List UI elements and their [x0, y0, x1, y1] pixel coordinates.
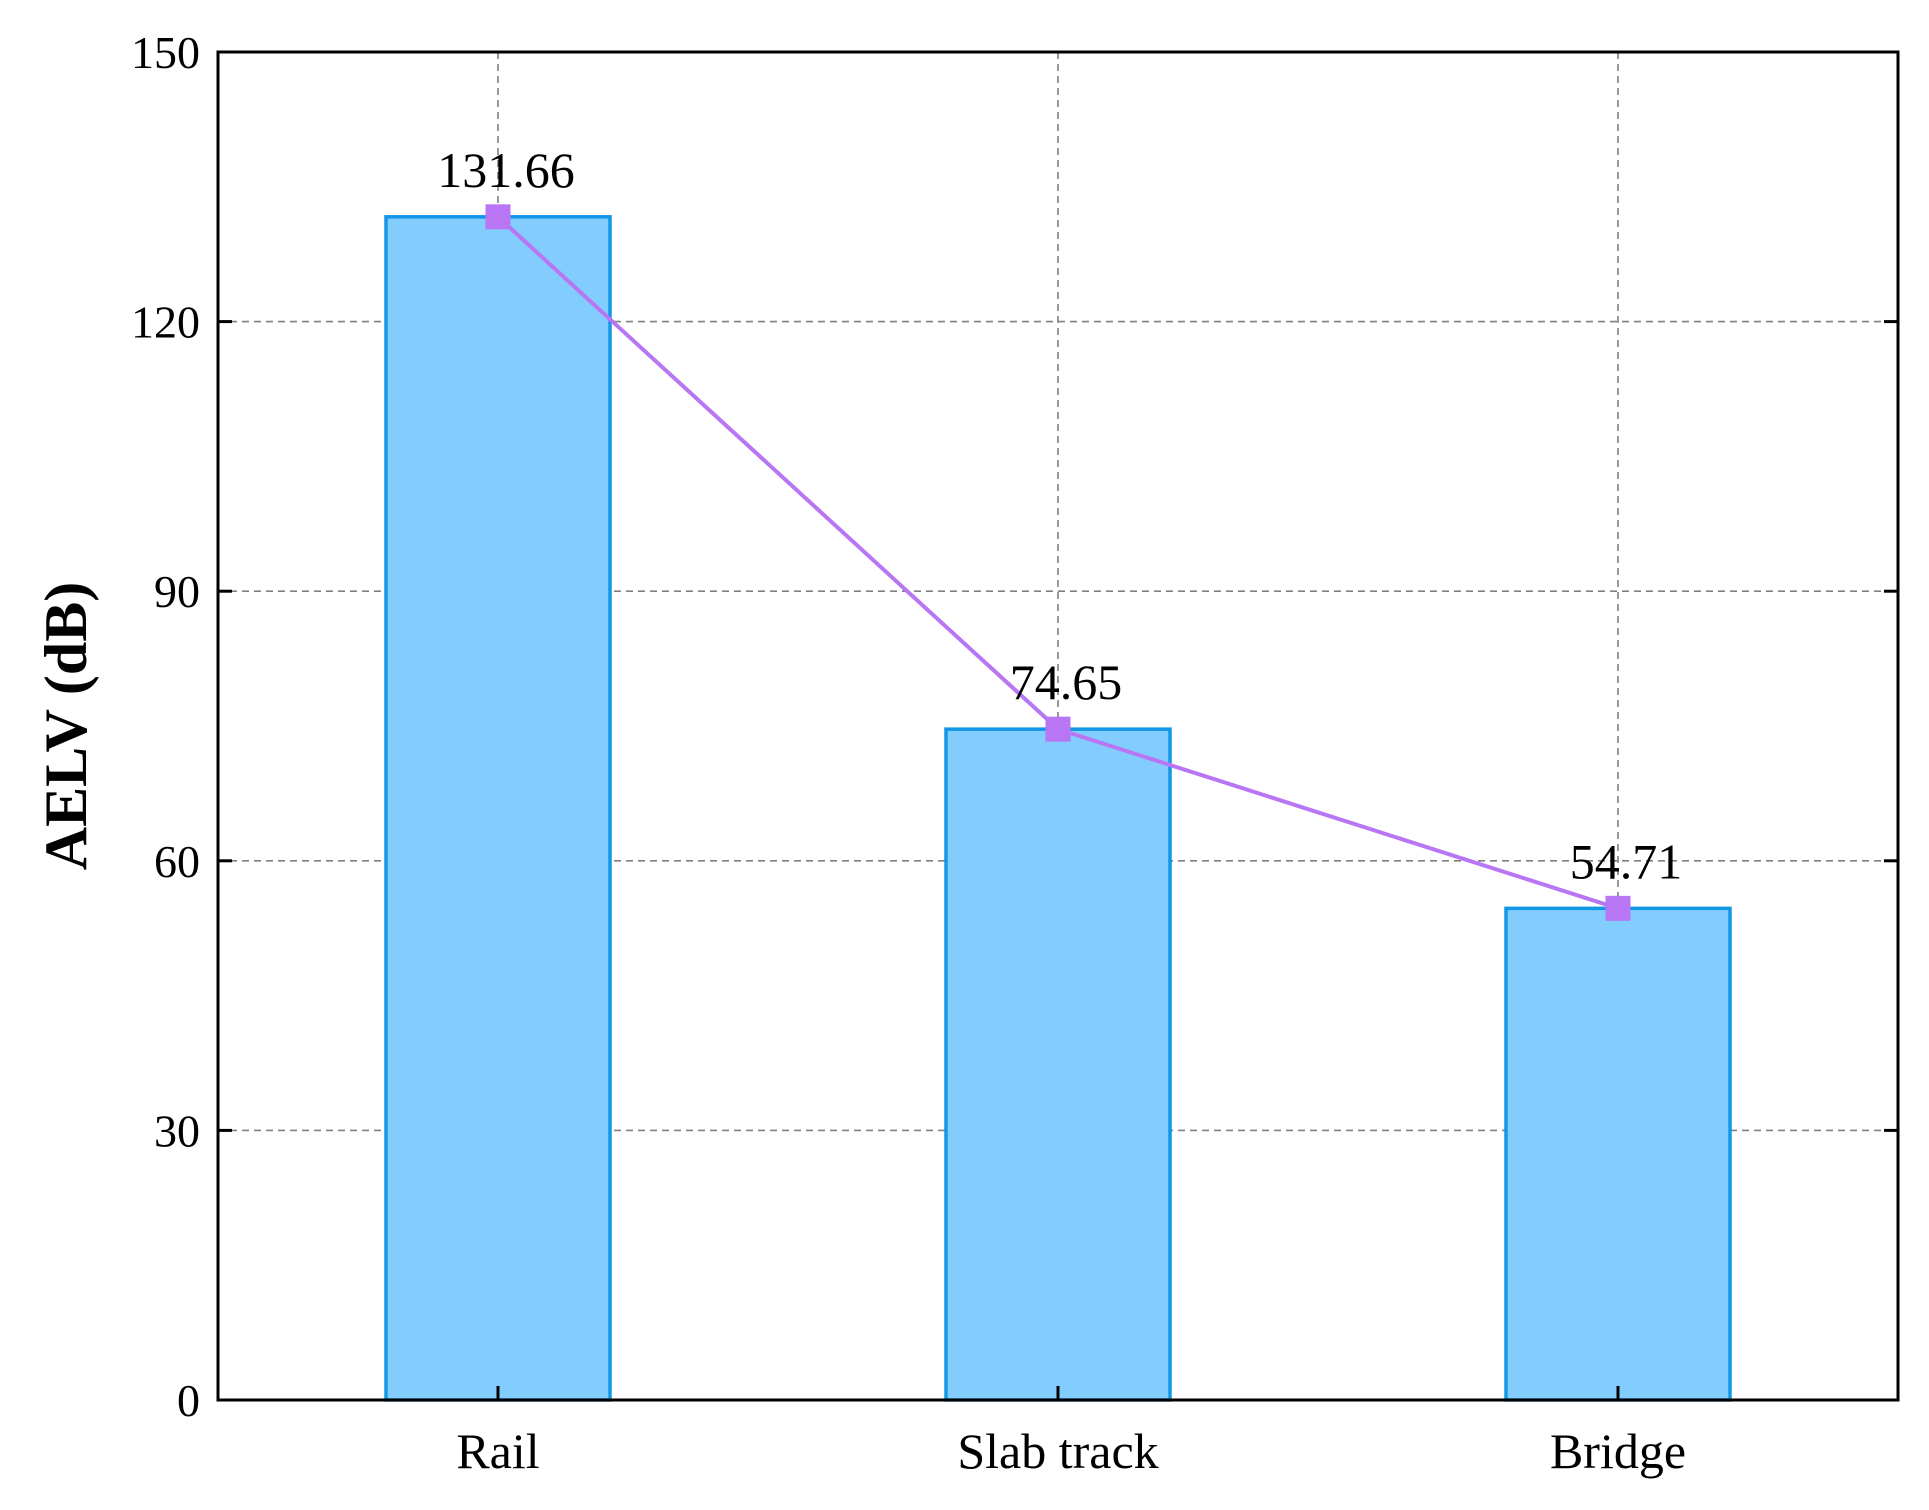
bar-slab-track: [944, 727, 1172, 1402]
marker-2: [1605, 895, 1631, 921]
x-category-label: Bridge: [1550, 1423, 1686, 1479]
trend-line: [485, 204, 1631, 921]
labels: 0 30 60 90 120 150 Rail Slab track Bridge 131.66 7…: [131, 27, 1686, 1479]
bar-rail: [384, 215, 612, 1402]
y-tick-label: 30: [154, 1105, 200, 1156]
y-axis-label: AELV (dB): [33, 582, 99, 870]
bar-bridge: [1504, 906, 1732, 1402]
y-tick-label: 0: [177, 1375, 200, 1426]
marker-1: [1045, 716, 1071, 742]
y-tick-label: 90: [154, 566, 200, 617]
axis-ticks: [218, 50, 1898, 1402]
y-tick-label: 60: [154, 836, 200, 887]
marker-0: [485, 204, 511, 230]
x-category-label: Slab track: [957, 1423, 1158, 1479]
data-label: 74.65: [1010, 654, 1123, 710]
y-tick-label: 120: [131, 297, 200, 348]
bars: [384, 215, 1732, 1402]
data-label: 131.66: [437, 142, 575, 198]
data-label: 54.71: [1570, 833, 1683, 889]
x-category-label: Rail: [456, 1423, 539, 1479]
y-tick-label: 150: [131, 27, 200, 78]
